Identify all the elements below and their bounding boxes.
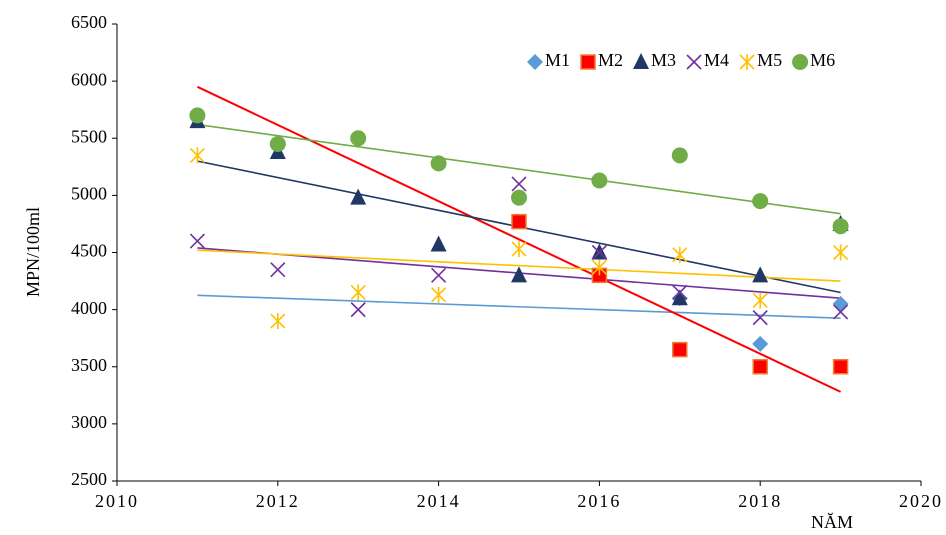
x-tick-label: 2016 xyxy=(577,491,621,511)
marker xyxy=(686,54,702,70)
marker xyxy=(511,176,527,192)
legend-label: M4 xyxy=(704,50,729,70)
legend-label: M5 xyxy=(757,50,782,70)
marker xyxy=(832,359,849,375)
y-tick-label: 6000 xyxy=(71,69,107,89)
marker xyxy=(527,54,543,70)
y-tick-label: 3500 xyxy=(71,355,107,375)
marker xyxy=(671,147,688,164)
legend-item: M5 xyxy=(739,50,782,70)
y-tick-label: 4500 xyxy=(71,241,107,261)
marker xyxy=(350,188,367,205)
marker xyxy=(511,241,527,258)
marker xyxy=(752,193,769,210)
legend-item: M3 xyxy=(633,50,676,70)
marker xyxy=(350,130,367,147)
marker xyxy=(752,292,768,309)
marker xyxy=(833,304,849,320)
x-tick-label: 2018 xyxy=(738,491,782,511)
marker xyxy=(591,244,607,261)
y-tick-label: 6500 xyxy=(71,12,107,32)
trendline xyxy=(197,249,841,282)
marker xyxy=(350,302,366,318)
legend-item: M6 xyxy=(792,50,835,70)
marker xyxy=(270,313,286,330)
marker xyxy=(430,235,447,252)
marker xyxy=(431,286,447,303)
marker xyxy=(270,262,286,278)
legend: M1 M2 M3 M4 M5 M6 xyxy=(527,50,835,70)
legend-label: M3 xyxy=(651,50,676,70)
x-tick-label: 2012 xyxy=(256,491,300,511)
marker xyxy=(671,289,688,306)
legend-item: M1 xyxy=(527,50,570,70)
legend-label: M2 xyxy=(598,50,623,70)
marker xyxy=(350,284,366,301)
marker xyxy=(752,266,769,283)
y-tick-label: 2500 xyxy=(71,469,107,489)
x-tick-label: 2014 xyxy=(417,491,461,511)
y-tick-label: 5000 xyxy=(71,184,107,204)
marker xyxy=(511,189,527,206)
trendline xyxy=(197,294,841,319)
marker xyxy=(833,244,849,261)
y-tick-label: 4000 xyxy=(71,298,107,318)
marker xyxy=(752,335,769,352)
y-axis-label: MPN/100ml xyxy=(23,207,43,297)
y-tick-label: 3000 xyxy=(71,412,107,432)
marker xyxy=(189,233,205,249)
marker xyxy=(430,155,447,172)
marker xyxy=(832,218,849,235)
marker xyxy=(591,172,608,189)
marker xyxy=(672,246,688,263)
legend-label: M1 xyxy=(545,50,570,70)
marker xyxy=(739,54,755,70)
marker xyxy=(189,147,205,164)
marker xyxy=(269,135,286,152)
y-tick-label: 5500 xyxy=(71,126,107,146)
marker xyxy=(633,53,650,69)
marker xyxy=(591,259,607,276)
marker xyxy=(580,54,596,70)
trendline xyxy=(197,123,841,215)
marker xyxy=(672,341,688,358)
x-tick-label: 2020 xyxy=(899,491,943,511)
legend-item: M2 xyxy=(580,50,623,70)
marker xyxy=(189,107,206,124)
trendline xyxy=(196,85,842,393)
legend-item: M4 xyxy=(686,50,729,70)
marker xyxy=(672,284,688,301)
marker xyxy=(792,54,809,70)
x-axis-label: NĂM xyxy=(811,512,853,532)
x-tick-label: 2010 xyxy=(95,491,139,511)
legend-label: M6 xyxy=(810,50,835,70)
marker xyxy=(511,213,527,230)
marker xyxy=(752,310,768,326)
marker xyxy=(511,266,527,283)
marker xyxy=(752,359,768,375)
marker xyxy=(431,267,447,283)
